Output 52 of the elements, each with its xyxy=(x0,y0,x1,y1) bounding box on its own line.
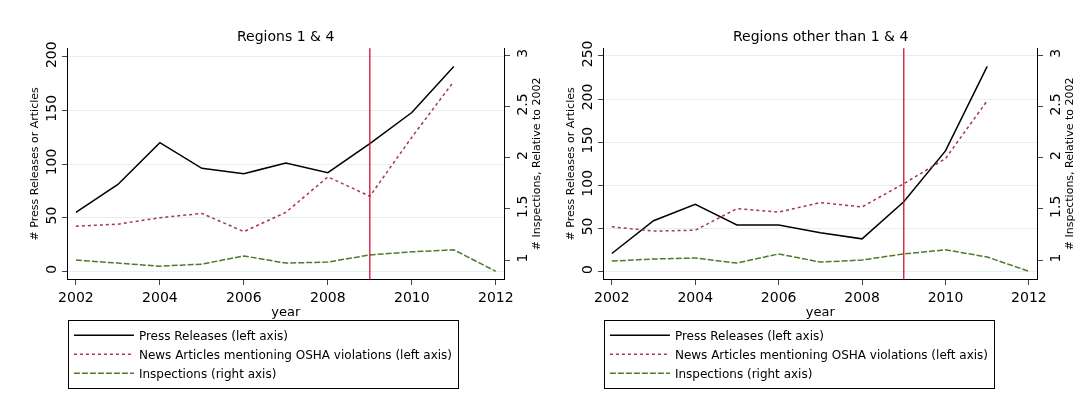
y2-tick-label: 2.5 xyxy=(513,93,530,116)
line-series xyxy=(611,100,988,232)
y2-tick-label: 2 xyxy=(513,151,530,161)
x-tick-label: 2006 xyxy=(760,289,797,306)
y-tick-label: 100 xyxy=(579,169,596,197)
x-tick-label: 2012 xyxy=(477,289,514,306)
y2-tick-label: 1.5 xyxy=(1046,195,1063,218)
line-series xyxy=(611,65,988,255)
y-tick-label: 150 xyxy=(579,126,596,154)
y-tick-label: 0 xyxy=(43,264,60,274)
x-tick-label: 2004 xyxy=(677,289,714,306)
y-axis-title: # Press Releases or Articles xyxy=(563,87,577,241)
legend-label: Press Releases (left axis) xyxy=(674,328,824,343)
chart-title: Regions 1 & 4 xyxy=(237,28,335,44)
y-tick-label: 250 xyxy=(579,40,596,68)
x-tick-label: 2002 xyxy=(58,289,94,306)
y-tick-label: 0 xyxy=(579,265,596,274)
y-tick-label: 150 xyxy=(43,94,60,122)
chart-title: Regions other than 1 & 4 xyxy=(733,28,909,44)
y2-axis-title: # Inspections, Relative to 2002 xyxy=(529,77,543,251)
y2-tick-label: 1 xyxy=(1046,253,1063,263)
line-series xyxy=(75,249,497,273)
y2-tick-label: 1 xyxy=(513,253,530,263)
legend-label: Inspections (right axis) xyxy=(138,366,277,381)
y2-tick-label: 3 xyxy=(513,48,530,58)
x-tick-label: 2008 xyxy=(310,289,346,306)
x-tick-label: 2012 xyxy=(1011,289,1047,306)
y-tick-label: 50 xyxy=(579,217,596,236)
x-axis-title: year xyxy=(271,303,301,319)
line-series xyxy=(611,249,1030,273)
y2-tick-label: 2 xyxy=(1046,151,1063,161)
y-tick-label: 200 xyxy=(43,41,60,69)
legend-label: Press Releases (left axis) xyxy=(138,328,288,343)
legend-label: News Articles mentioning OSHA violations (left axis) xyxy=(138,347,453,362)
legend-label: Inspections (right axis) xyxy=(674,366,813,381)
x-tick-label: 2010 xyxy=(927,289,964,306)
x-tick-label: 2004 xyxy=(142,289,178,306)
x-tick-label: 2002 xyxy=(594,289,630,306)
y2-tick-label: 2.5 xyxy=(1046,93,1063,116)
line-series xyxy=(75,65,455,214)
x-tick-label: 2010 xyxy=(394,289,430,306)
y-axis-title: # Press Releases or Articles xyxy=(27,87,41,241)
y2-tick-label: 3 xyxy=(1046,48,1063,58)
y2-tick-label: 1.5 xyxy=(513,195,530,218)
y-tick-label: 100 xyxy=(43,148,60,176)
y-tick-label: 50 xyxy=(43,206,60,225)
legend-label: News Articles mentioning OSHA violations (left axis) xyxy=(674,347,989,362)
x-tick-label: 2006 xyxy=(226,289,262,306)
y2-axis-title: # Inspections, Relative to 2002 xyxy=(1062,77,1076,251)
y-tick-label: 200 xyxy=(579,83,596,111)
x-tick-label: 2008 xyxy=(844,289,880,306)
x-axis-title: year xyxy=(805,303,836,319)
